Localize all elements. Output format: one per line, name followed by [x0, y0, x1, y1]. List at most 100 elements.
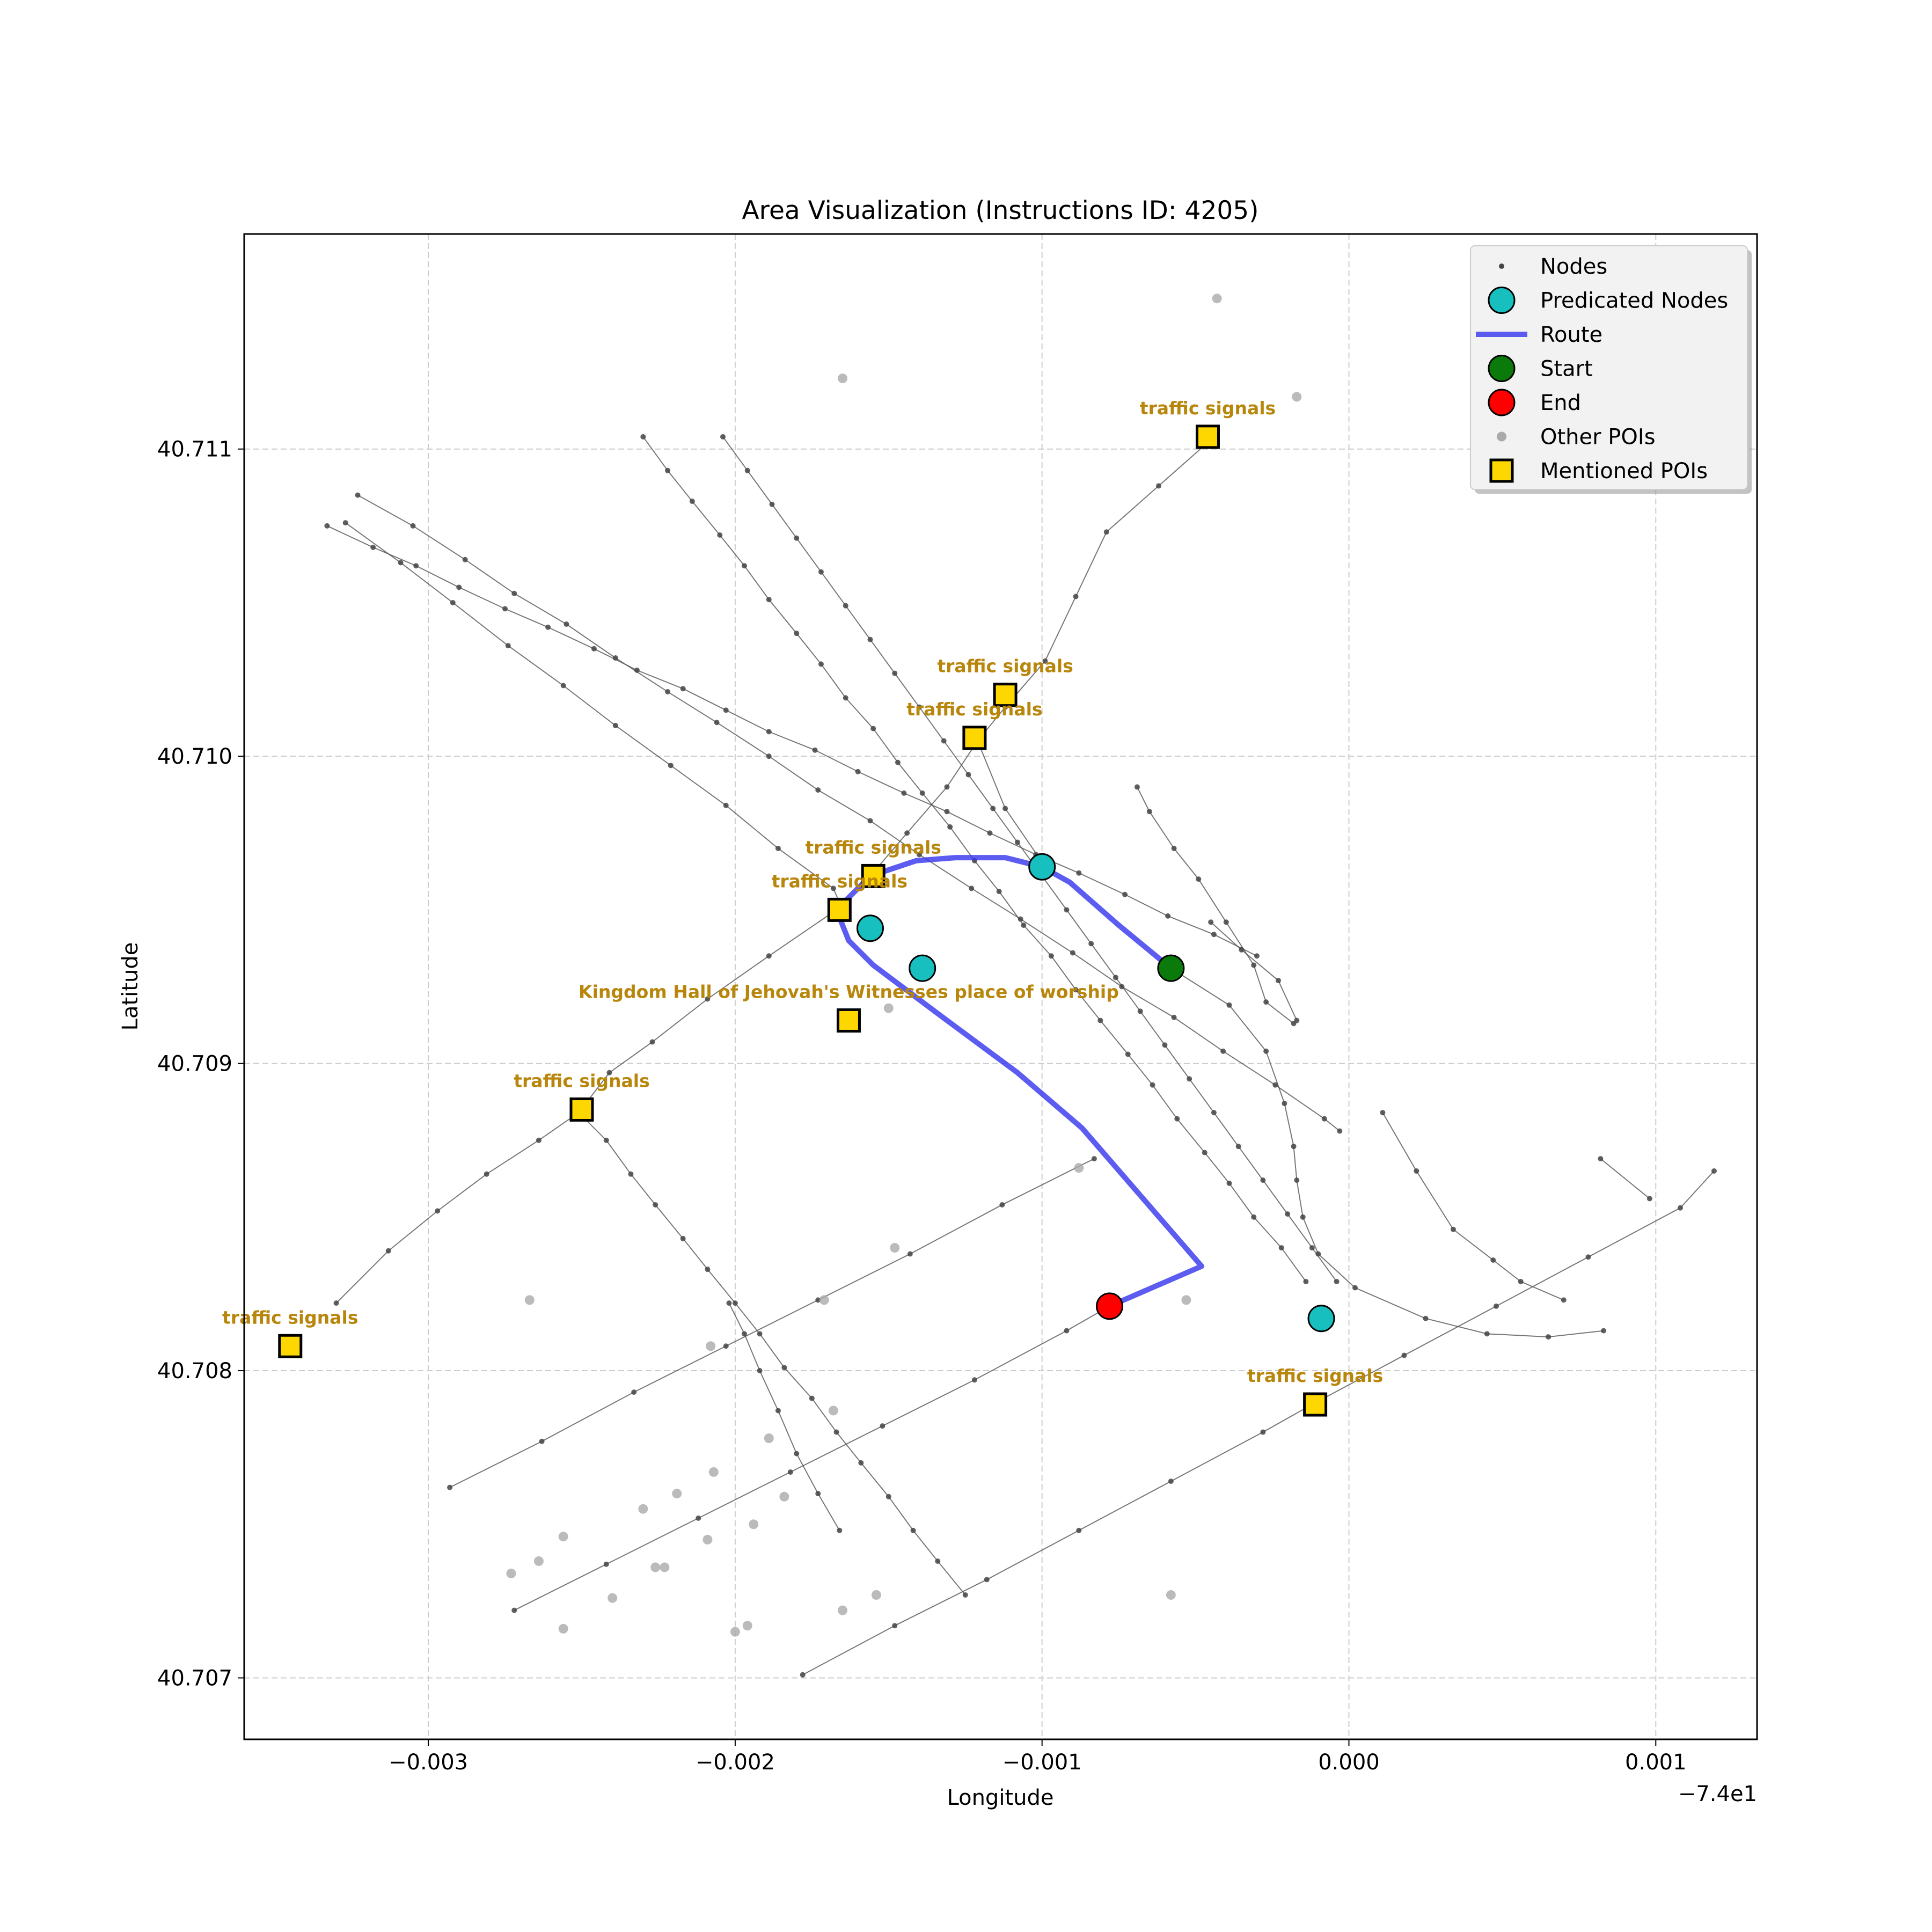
road-node-136	[732, 1300, 738, 1306]
road-node-195	[1208, 919, 1214, 925]
mentioned-poi-label-3: traffic signals	[805, 837, 941, 858]
road-node-148	[757, 1368, 763, 1374]
road-node-180	[1711, 1168, 1717, 1174]
road-edge-5	[1005, 439, 1211, 708]
road-node-129	[333, 1300, 339, 1306]
road-node-10	[867, 818, 873, 824]
road-node-125	[536, 1137, 541, 1143]
legend-label-nodes: Nodes	[1540, 254, 1607, 279]
road-node-135	[705, 1267, 711, 1272]
road-node-193	[1275, 978, 1281, 984]
other-poi-22	[506, 1568, 516, 1578]
road-node-97	[1113, 975, 1118, 980]
y-tick-label-1: 40.708	[157, 1359, 232, 1384]
other-poi-16	[749, 1519, 759, 1529]
road-node-159	[999, 1202, 1005, 1208]
road-node-216	[1646, 1196, 1652, 1202]
legend-symbol-other-pois	[1497, 431, 1506, 442]
road-node-17	[1220, 1048, 1226, 1054]
road-node-91	[965, 772, 971, 778]
other-poi-17	[558, 1532, 568, 1542]
road-node-111	[1042, 658, 1048, 664]
road-node-35	[456, 584, 462, 590]
road-node-90	[941, 738, 947, 744]
y-tick-label-3: 40.710	[157, 744, 232, 769]
road-node-2	[462, 557, 468, 562]
road-node-131	[603, 1137, 609, 1143]
road-node-4	[564, 621, 569, 627]
road-node-199	[1282, 1101, 1287, 1107]
road-node-190	[1002, 806, 1008, 811]
road-node-79	[1278, 1245, 1284, 1251]
road-edge-11	[449, 1158, 1095, 1488]
road-node-11	[916, 852, 922, 858]
road-node-120	[705, 996, 711, 1002]
road-node-40	[680, 686, 686, 692]
road-node-73	[1125, 1051, 1131, 1057]
axis-ticks: −0.003 −0.002 −0.001 0.000 0.001 40.707 40.708…	[157, 437, 1687, 1775]
predicated-node-3	[1307, 1305, 1335, 1333]
chart-title: Area Visualization (Instructions ID: 420…	[742, 196, 1259, 225]
x-tick-label-3: 0.000	[1318, 1750, 1380, 1775]
road-node-46	[944, 809, 950, 815]
route-endpoints	[1095, 954, 1185, 1320]
other-poi-20	[650, 1562, 661, 1572]
road-node-110	[1073, 594, 1079, 599]
road-node-214	[1561, 1297, 1567, 1303]
road-edge-9	[578, 1112, 966, 1596]
road-node-201	[1294, 1177, 1300, 1183]
road-node-78	[1251, 1214, 1257, 1220]
road-node-172	[1076, 1527, 1082, 1533]
predicated-node-1	[856, 914, 884, 942]
road-node-5	[612, 655, 618, 661]
legend-symbol-mentioned	[1489, 458, 1514, 483]
road-node-60	[794, 631, 800, 636]
road-edge-4	[722, 436, 1337, 1282]
x-tick-label-1: −0.002	[696, 1750, 775, 1775]
road-node-200	[1291, 1144, 1297, 1150]
road-node-158	[907, 1251, 913, 1257]
road-node-115	[944, 784, 950, 790]
road-node-141	[858, 1460, 864, 1466]
road-node-153	[447, 1484, 453, 1490]
mentioned-poi-label-6: traffic signals	[514, 1070, 649, 1091]
road-node-59	[766, 597, 772, 603]
road-node-185	[1196, 876, 1202, 882]
road-node-22	[398, 560, 404, 566]
road-node-188	[1134, 784, 1140, 790]
other-poi-14	[779, 1491, 789, 1502]
other-pois	[506, 294, 1302, 1637]
road-node-92	[990, 806, 996, 811]
road-node-102	[1235, 1144, 1241, 1150]
legend-box	[1470, 245, 1748, 490]
road-node-186	[1171, 845, 1177, 851]
road-node-161	[511, 1607, 517, 1613]
road-node-95	[1064, 907, 1070, 913]
road-node-77	[1226, 1180, 1232, 1186]
x-axis-offset-label: −7.4e1	[1678, 1782, 1757, 1806]
road-node-210	[1414, 1168, 1419, 1174]
road-node-137	[757, 1331, 763, 1337]
road-edge-2	[326, 525, 1257, 957]
road-node-86	[843, 603, 848, 609]
road-node-0	[355, 492, 361, 498]
road-node-116	[904, 830, 910, 836]
road-node-18	[1272, 1082, 1278, 1088]
road-node-82	[744, 467, 750, 473]
road-node-85	[818, 569, 824, 575]
road-node-37	[545, 624, 551, 630]
mentioned-poi-label-7: traffic signals	[222, 1307, 358, 1328]
road-node-194	[1239, 947, 1245, 953]
road-node-89	[916, 704, 922, 710]
road-edge-13	[802, 1170, 1715, 1675]
other-poi-26	[838, 1605, 848, 1615]
legend-label-other-pois: Other POIs	[1540, 425, 1656, 450]
predicated-node-0	[1028, 853, 1056, 881]
road-edge-7	[578, 909, 837, 1113]
road-node-144	[935, 1558, 941, 1564]
road-node-138	[781, 1365, 787, 1371]
road-node-211	[1450, 1226, 1456, 1232]
road-node-52	[1211, 932, 1217, 938]
road-node-106	[1334, 1279, 1340, 1285]
